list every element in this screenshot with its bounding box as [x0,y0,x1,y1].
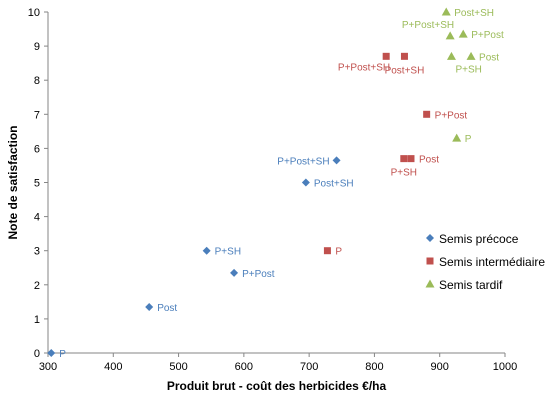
y-tick-label: 6 [34,143,40,155]
data-point [452,133,462,142]
x-tick-label: 500 [169,361,187,373]
legend-marker [426,234,434,242]
data-point [332,156,341,165]
x-tick-label: 600 [235,361,253,373]
point-label: Post [419,155,439,166]
data-point [441,7,451,16]
legend-marker [425,279,435,288]
point-label: P+Post+SH [402,20,454,31]
point-label: Post+SH [385,65,425,76]
data-point [301,178,310,187]
x-tick-label: 900 [431,361,449,373]
point-label: P+Post [471,30,504,41]
y-tick-label: 0 [34,348,40,360]
point-label: Post [157,303,177,314]
point-label: P+Post [242,269,275,280]
point-label: P [465,134,472,145]
point-label: Post+SH [314,179,354,190]
data-point [202,246,211,255]
data-point [407,155,415,163]
point-label: P+Post+SH [338,62,390,73]
legend-label: Semis intermédiaire [439,255,545,269]
data-point [400,155,408,163]
y-tick-label: 9 [34,41,40,53]
data-point [382,52,390,60]
data-point [423,110,431,118]
tick-labels: 0 1 2 3 4 5 6 7 8 9 10 300 400 500 600 700 800 900 1000 [28,7,517,373]
x-tick-label: 400 [104,361,122,373]
data-point [458,29,468,38]
legend: Semis précoce Semis intermédiaire Semis ta… [425,232,545,292]
y-tick-label: 10 [28,7,40,19]
point-label: P+Post [435,110,468,121]
y-tick-label: 8 [34,75,40,87]
data-point [323,247,331,255]
data-point [400,52,408,60]
data-point [446,51,456,60]
legend-label: Semis précoce [439,232,519,246]
y-tick-label: 7 [34,109,40,121]
data-points [47,7,476,357]
legend-marker [426,257,434,265]
y-tick-label: 4 [34,212,40,224]
data-point [145,302,154,311]
y-tick-label: 3 [34,246,40,258]
x-tick-label: 800 [365,361,383,373]
point-label: P+SH [215,247,241,258]
y-tick-label: 5 [34,178,40,190]
point-label: Post [479,52,499,63]
data-point [466,51,476,60]
point-label: P+SH [455,64,481,75]
point-label: Post+SH [454,8,494,19]
data-point [230,268,239,277]
point-labels: PPostP+SHP+PostPost+SHP+Post+SHPP+Post+S… [59,8,504,360]
legend-label: Semis tardif [439,278,503,292]
y-axis-title: Note de satisfaction [6,125,20,239]
point-label: P+SH [391,168,417,179]
x-tick-label: 1000 [493,361,517,373]
x-tick-label: 300 [39,361,57,373]
data-point [445,31,455,40]
axes [44,11,506,357]
y-tick-label: 1 [34,314,40,326]
y-tick-label: 2 [34,280,40,292]
x-tick-label: 700 [300,361,318,373]
point-label: P [335,247,342,258]
data-point [47,349,56,357]
point-label: P [59,349,66,360]
x-axis-title: Produit brut - coût des herbicides €/ha [167,379,387,393]
point-label: P+Post+SH [277,156,329,167]
